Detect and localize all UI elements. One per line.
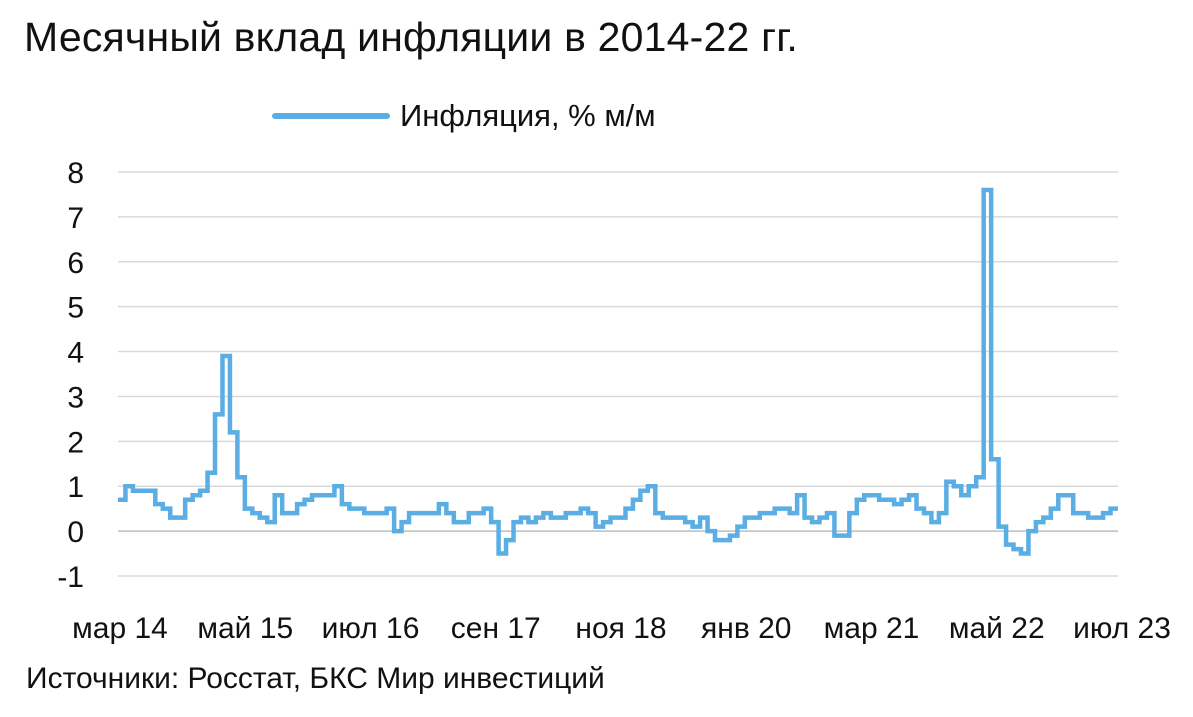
x-tick-label: ноя 18 (575, 612, 666, 645)
y-tick-label: 0 (67, 516, 84, 549)
y-tick-label: 4 (67, 337, 84, 370)
y-axis-ticks: 8 7 6 5 4 3 2 1 0 -1 (57, 157, 84, 594)
series-line (118, 187, 1118, 556)
x-tick-label: июл 23 (1073, 612, 1171, 645)
x-tick-label: июл 16 (322, 612, 420, 645)
inflation-series-line (118, 187, 1118, 556)
y-tick-label: 8 (67, 157, 84, 190)
y-tick-label: 5 (67, 292, 84, 325)
x-axis-ticks: мар 14 май 15 июл 16 сен 17 ноя 18 янв 20 мар … (72, 612, 1171, 645)
y-tick-label: 6 (67, 247, 84, 280)
x-tick-label: май 15 (197, 612, 293, 645)
y-tick-label: 1 (67, 471, 84, 504)
chart-title: Месячный вклад инфляции в 2014-22 гг. (24, 14, 799, 60)
chart-legend: Инфляция, % м/м (272, 96, 656, 136)
legend-swatch (272, 113, 390, 119)
x-tick-label: май 22 (949, 612, 1045, 645)
y-tick-label: 3 (67, 381, 84, 414)
gridlines (118, 171, 1118, 577)
chart-source: Источники: Росстат, БКС Мир инвестиций (26, 662, 605, 695)
y-tick-label: -1 (57, 561, 84, 594)
x-tick-label: мар 14 (72, 612, 168, 645)
legend-label: Инфляция, % м/м (400, 98, 656, 133)
x-tick-label: мар 21 (824, 612, 920, 645)
y-tick-label: 2 (67, 426, 84, 459)
x-tick-label: янв 20 (701, 612, 791, 645)
y-tick-label: 7 (67, 202, 84, 235)
x-tick-label: сен 17 (451, 612, 541, 645)
